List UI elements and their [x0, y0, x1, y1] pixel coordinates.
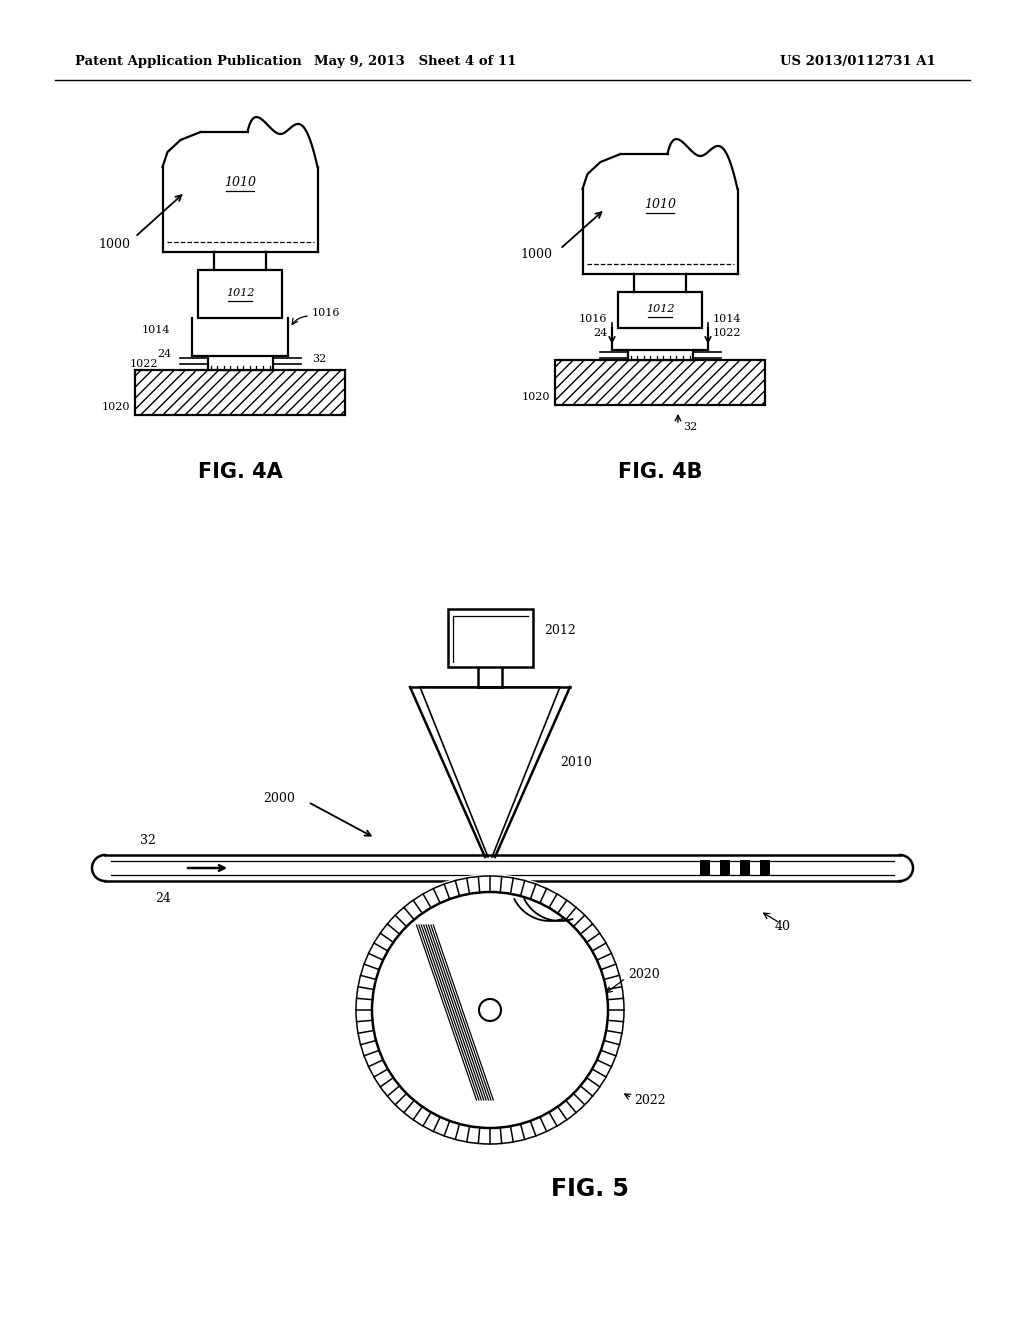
Bar [447, 609, 532, 667]
Text: 1000: 1000 [520, 248, 552, 260]
Text: 2020: 2020 [628, 969, 659, 982]
Text: 1014: 1014 [141, 325, 170, 335]
Text: 1016: 1016 [312, 308, 341, 318]
Text: 1010: 1010 [224, 176, 256, 189]
Text: 1022: 1022 [713, 327, 741, 338]
Text: 2010: 2010 [560, 755, 592, 768]
Bar [618, 292, 702, 327]
Bar [760, 861, 770, 876]
Bar [135, 370, 345, 414]
Text: 1020: 1020 [101, 403, 130, 412]
Text: 1020: 1020 [521, 392, 550, 403]
Text: 1000: 1000 [98, 238, 130, 251]
Text: 1022: 1022 [129, 359, 158, 370]
Circle shape [479, 999, 501, 1020]
Text: May 9, 2013   Sheet 4 of 11: May 9, 2013 Sheet 4 of 11 [313, 55, 516, 69]
Text: 32: 32 [140, 834, 156, 847]
Text: 1012: 1012 [225, 288, 254, 298]
Bar [628, 350, 692, 360]
Bar [198, 271, 282, 318]
Text: 1014: 1014 [713, 314, 741, 323]
Text: 1010: 1010 [644, 198, 676, 211]
Text: 2022: 2022 [634, 1093, 666, 1106]
Bar [135, 370, 345, 414]
Text: FIG. 4B: FIG. 4B [617, 462, 702, 482]
Text: 24: 24 [593, 327, 607, 338]
Text: 40: 40 [775, 920, 791, 932]
Text: 2012: 2012 [545, 624, 577, 638]
Text: US 2013/0112731 A1: US 2013/0112731 A1 [780, 55, 936, 69]
Bar [208, 356, 272, 370]
Text: 1012: 1012 [646, 305, 674, 314]
Bar [700, 861, 710, 876]
Text: FIG. 5: FIG. 5 [551, 1177, 629, 1201]
Text: 32: 32 [312, 354, 327, 364]
Bar [555, 360, 765, 405]
Bar [720, 861, 730, 876]
Bar [555, 360, 765, 405]
Text: 24: 24 [158, 348, 172, 359]
Text: 24: 24 [155, 892, 171, 906]
Text: 1016: 1016 [579, 314, 607, 323]
Bar [740, 861, 750, 876]
Circle shape [372, 892, 608, 1129]
Text: 2000: 2000 [263, 792, 295, 804]
Text: Patent Application Publication: Patent Application Publication [75, 55, 302, 69]
Text: FIG. 4A: FIG. 4A [198, 462, 283, 482]
Text: 32: 32 [683, 422, 697, 432]
Circle shape [354, 874, 626, 1146]
